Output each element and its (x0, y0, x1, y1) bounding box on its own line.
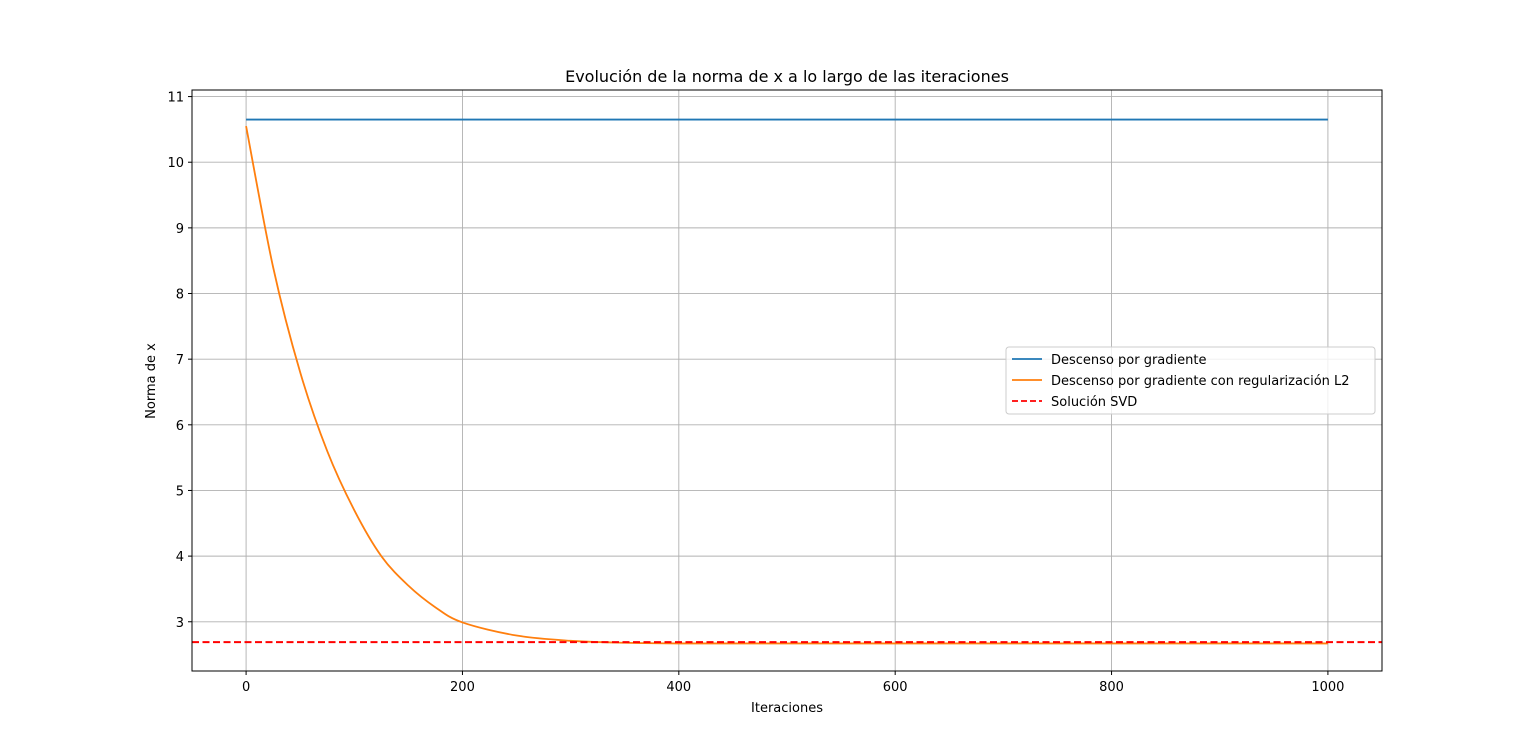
x-tick-label: 0 (242, 680, 250, 695)
y-axis: 3 4 5 6 7 8 9 10 11 (167, 91, 192, 631)
x-tick-label: 600 (883, 680, 908, 695)
y-tick-label: 11 (167, 91, 184, 106)
y-tick-label: 8 (176, 288, 184, 303)
legend: Descenso por gradiente Descenso por grad… (1005, 346, 1376, 415)
y-tick-label: 5 (176, 484, 184, 499)
chart-title: Evolución de la norma de x a lo largo de… (565, 67, 1009, 86)
y-tick-label: 9 (176, 222, 184, 237)
y-tick-label: 10 (167, 156, 184, 171)
x-tick-label: 400 (666, 680, 691, 695)
legend-label-gradient: Descenso por gradiente (1051, 353, 1206, 368)
y-tick-label: 3 (176, 616, 184, 631)
x-axis: 0 200 400 600 800 1000 (242, 671, 1344, 695)
y-axis-label: Norma de x (144, 343, 159, 419)
plot-frame (191, 89, 1383, 672)
legend-label-svd: Solución SVD (1051, 395, 1137, 410)
legend-label-regularized: Descenso por gradiente con regularizació… (1051, 374, 1350, 389)
y-tick-label: 6 (176, 419, 184, 434)
legend-box (1005, 346, 1376, 415)
y-tick-label: 4 (176, 550, 184, 565)
x-tick-label: 800 (1099, 680, 1124, 695)
x-tick-label: 1000 (1311, 680, 1344, 695)
series-layer (192, 118, 1382, 645)
y-tick-label: 7 (176, 353, 184, 368)
series-line-regularized (245, 125, 1328, 645)
x-tick-label: 200 (450, 680, 475, 695)
x-axis-label: Iteraciones (751, 701, 823, 716)
